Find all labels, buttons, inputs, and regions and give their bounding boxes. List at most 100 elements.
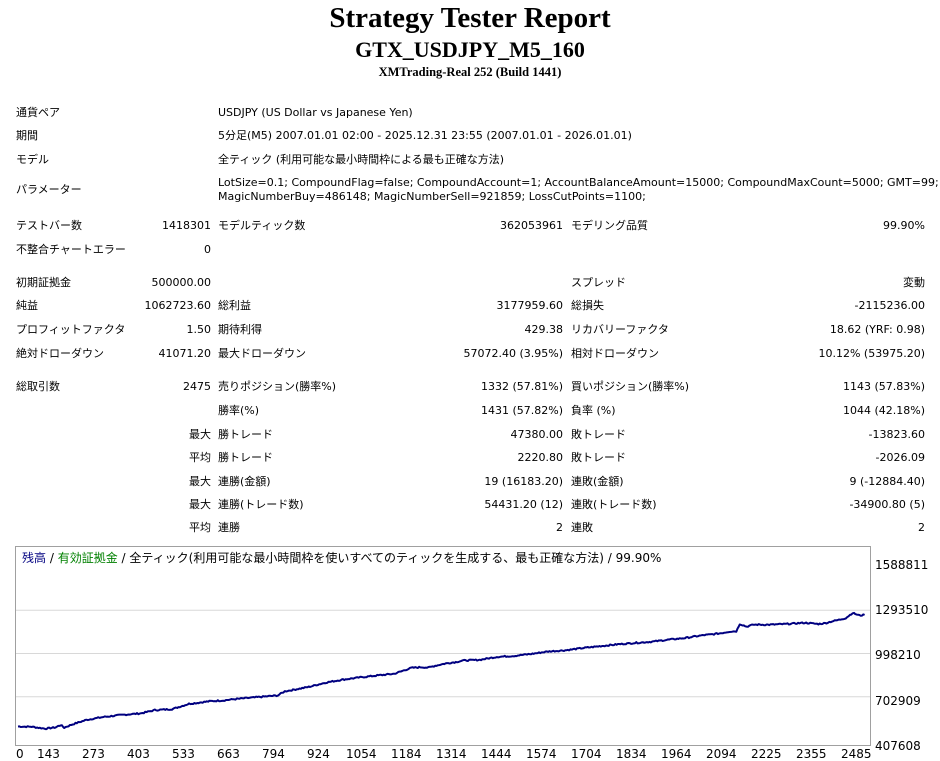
y-tick-label: 1293510 (875, 603, 929, 617)
cons-loss-label: 連敗(トレード数) (571, 498, 657, 511)
avg-cons-win-value: 2 (556, 521, 563, 534)
x-tick-label: 1054 (346, 747, 377, 761)
model-value: 全ティック (利用可能な最小時間枠による最も正確な方法) (218, 153, 505, 166)
avg-cons-win-label: 連勝 (218, 521, 240, 534)
lossrate-label: 負率 (%) (571, 404, 616, 417)
symbol-value: USDJPY (US Dollar vs Japanese Yen) (218, 106, 413, 119)
lossrate-value: 1044 (42.18%) (842, 404, 925, 417)
period-label: 期間 (16, 129, 38, 142)
max-cons-prefix: 最大 (189, 475, 211, 488)
legend-separator: / (117, 551, 130, 565)
gross-loss-label: 総損失 (571, 299, 604, 312)
quality-label: モデリング品質 (571, 219, 648, 232)
x-tick-label: 2225 (751, 747, 782, 761)
params-label: パラメーター (16, 183, 82, 196)
x-tick-label: 2355 (796, 747, 827, 761)
legend-separator: / (46, 551, 58, 565)
avg-cons-prefix: 平均 (189, 521, 211, 534)
largest-loss-value: -13823.60 (868, 428, 925, 441)
expert-name: GTX_USDJPY_M5_160 (355, 37, 585, 62)
short-label: 売りポジション(勝率%) (218, 380, 337, 393)
max-cons-count-prefix: 最大 (189, 498, 211, 511)
cons-profit-label: 連勝(トレード数) (218, 498, 304, 511)
rel-dd-label: 相対ドローダウン (571, 347, 659, 360)
expected-value: 429.38 (524, 323, 564, 336)
ticks-label: モデルティック数 (218, 219, 306, 232)
cons-loss-value: -34900.80 (5) (849, 498, 925, 511)
period-value: 5分足(M5) 2007.01.01 02:00 - 2025.12.31 23… (218, 129, 632, 142)
pf-label: プロフィットファクタ (16, 323, 126, 336)
x-tick-label: 0 (16, 747, 24, 761)
abs-dd-label: 絶対ドローダウン (16, 347, 104, 360)
x-tick-label: 1704 (571, 747, 602, 761)
gross-loss-value: -2115236.00 (854, 299, 925, 312)
x-tick-label: 1574 (526, 747, 557, 761)
x-tick-label: 533 (172, 747, 195, 761)
x-tick-label: 1314 (436, 747, 467, 761)
deposit-value: 500000.00 (151, 276, 212, 289)
y-tick-label: 702909 (875, 694, 921, 708)
cons-wins-value: 19 (16183.20) (484, 475, 563, 488)
y-tick-label: 1588811 (875, 558, 929, 572)
errors-label: 不整合チャートエラー (16, 243, 126, 256)
avg-cons-loss-value: 2 (918, 521, 925, 534)
pf-value: 1.50 (186, 323, 212, 336)
x-tick-label: 403 (127, 747, 150, 761)
expected-label: 期待利得 (218, 323, 262, 336)
largest-win-value: 47380.00 (510, 428, 564, 441)
gross-profit-label: 総利益 (218, 299, 251, 312)
avg-win-value: 2220.80 (517, 451, 564, 464)
recovery-label: リカバリーファクタ (571, 323, 669, 336)
largest-loss-label: 敗トレード (571, 428, 626, 441)
long-value: 1143 (57.83%) (842, 380, 925, 393)
abs-dd-value: 41071.20 (158, 347, 212, 360)
x-tick-label: 1834 (616, 747, 647, 761)
ticks-value: 362053961 (500, 219, 563, 232)
cons-losses-label: 連敗(金額) (571, 475, 624, 488)
x-tick-label: 1184 (391, 747, 422, 761)
x-tick-label: 2485 (841, 747, 872, 761)
net-value: 1062723.60 (144, 299, 211, 312)
params-line-2: MagicNumberBuy=486148; MagicNumberSell=9… (218, 190, 646, 203)
x-tick-label: 2094 (706, 747, 737, 761)
y-tick-label: 407608 (875, 739, 921, 753)
legend-balance: 残高 (22, 551, 47, 565)
deposit-label: 初期証拠金 (16, 276, 71, 289)
cons-losses-value: 9 (-12884.40) (849, 475, 925, 488)
spread-value: 変動 (903, 276, 925, 289)
x-tick-label: 663 (217, 747, 240, 761)
errors-value: 0 (204, 243, 211, 256)
short-value: 1332 (57.81%) (480, 380, 563, 393)
x-tick-label: 143 (37, 747, 60, 761)
largest-prefix: 最大 (189, 428, 211, 441)
report-title: Strategy Tester Report (329, 2, 611, 34)
bars-value: 1418301 (162, 219, 211, 232)
x-tick-label: 1444 (481, 747, 512, 761)
legend-model: 全ティック(利用可能な最小時間枠を使いすべてのティックを生成する、最も正確な方法… (129, 551, 662, 565)
params-line-1: LotSize=0.1; CompoundFlag=false; Compoun… (218, 176, 939, 189)
trades-label: 総取引数 (16, 380, 60, 393)
equity-chart-plot (16, 609, 870, 731)
spread-label: スプレッド (571, 276, 626, 289)
quality-value: 99.90% (883, 219, 925, 232)
average-prefix: 平均 (189, 451, 211, 464)
largest-win-label: 勝トレード (218, 428, 273, 441)
equity-chart: 残高 / 有効証拠金 / 全ティック(利用可能な最小時間枠を使いすべてのティック… (15, 546, 871, 746)
cons-wins-label: 連勝(金額) (218, 475, 271, 488)
x-tick-label: 794 (262, 747, 285, 761)
cons-profit-value: 54431.20 (12) (484, 498, 563, 511)
server-build: XMTrading-Real 252 (Build 1441) (378, 65, 562, 79)
y-tick-label: 998210 (875, 648, 921, 662)
avg-loss-value: -2026.09 (875, 451, 925, 464)
bars-label: テストバー数 (16, 219, 82, 232)
trades-value: 2475 (183, 380, 211, 393)
model-label: モデル (16, 153, 49, 166)
winrate-value: 1431 (57.82%) (480, 404, 563, 417)
recovery-value: 18.62 (YRF: 0.98) (829, 323, 925, 336)
balance-line (17, 611, 865, 731)
net-label: 純益 (16, 299, 38, 312)
long-label: 買いポジション(勝率%) (571, 380, 690, 393)
avg-cons-loss-label: 連敗 (571, 521, 593, 534)
x-tick-label: 924 (307, 747, 330, 761)
avg-loss-label: 敗トレード (571, 451, 626, 464)
